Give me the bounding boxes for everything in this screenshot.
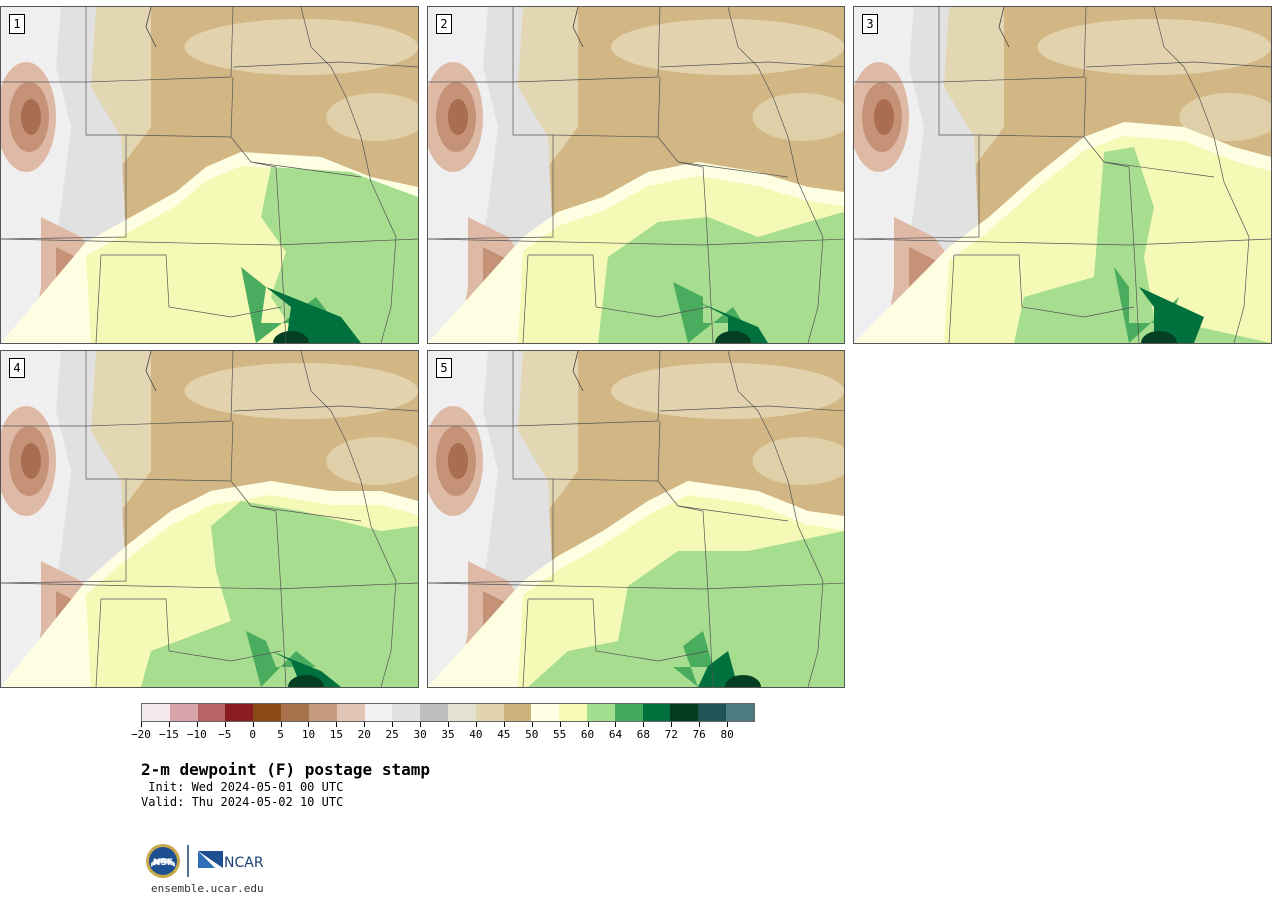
colorbar-tick-label: −10 <box>186 728 207 741</box>
colorbar-segment <box>225 704 254 721</box>
colorbar-tick-label: −15 <box>158 728 179 741</box>
colorbar-tick <box>280 722 282 727</box>
colorbar-ticks: −20 −15 −10 −5 0 5 10 15 20 25 30 35 40 45 50 55 60 64 68 7… <box>131 722 755 742</box>
colorbar-tick-label: 20 <box>357 728 371 741</box>
colorbar-tick <box>308 722 310 727</box>
colorbar-tick <box>420 722 422 727</box>
colorbar-tick-label: 80 <box>720 728 734 741</box>
colorbar-segment <box>475 704 504 721</box>
ncar-logo-icon: NCAR <box>198 851 264 871</box>
colorbar-segment <box>142 704 170 721</box>
colorbar-segment <box>308 704 337 721</box>
colorbar-segment <box>253 704 282 721</box>
panel-number-label: 3 <box>862 14 878 34</box>
colorbar-tick <box>168 722 170 727</box>
ncar-logo-text: NCAR <box>224 855 264 871</box>
colorbar-segment <box>169 704 198 721</box>
colorbar-segment <box>447 704 476 721</box>
colorbar-tick <box>699 722 701 727</box>
colorbar-tick-label: 30 <box>413 728 427 741</box>
dewpoint-map-3 <box>854 7 1271 343</box>
colorbar-tick <box>615 722 617 727</box>
colorbar-segment <box>614 704 643 721</box>
panel-number-label: 1 <box>9 14 25 34</box>
colorbar-tick <box>531 722 533 727</box>
colorbar-tick-label: 35 <box>441 728 455 741</box>
dewpoint-map-1 <box>1 7 418 343</box>
colorbar-tick-label: −20 <box>131 728 151 741</box>
nsf-logo-text: NSF <box>153 858 173 868</box>
map-panel-5: 5 <box>427 350 845 688</box>
colorbar-tick-label: 10 <box>301 728 316 741</box>
dewpoint-map-2 <box>428 7 844 343</box>
colorbar-tick-label: 76 <box>692 728 706 741</box>
colorbar-tick <box>475 722 477 727</box>
colorbar-tick-label: 15 <box>329 728 343 741</box>
panel-number-label: 4 <box>9 358 25 378</box>
colorbar-tick-label: 64 <box>608 728 623 741</box>
colorbar-tick <box>448 722 449 727</box>
panel-number-label: 5 <box>436 358 452 378</box>
dewpoint-colorbar <box>141 703 755 722</box>
colorbar-tick <box>364 722 366 727</box>
colorbar-tick <box>336 722 338 727</box>
colorbar-tick <box>643 722 645 727</box>
colorbar-segment <box>559 704 587 721</box>
colorbar-tick-label: 45 <box>497 728 511 741</box>
colorbar-tick <box>559 722 561 727</box>
colorbar-tick-label: −5 <box>218 728 232 741</box>
map-panel-4: 4 <box>0 350 419 688</box>
colorbar-segment <box>197 704 226 721</box>
colorbar-segment <box>281 704 309 721</box>
map-panel-2: 2 <box>427 6 845 344</box>
site-url: ensemble.ucar.edu <box>151 882 264 895</box>
colorbar-tick-label: 25 <box>385 728 399 741</box>
dewpoint-map-4 <box>1 351 418 687</box>
map-panel-3: 3 <box>853 6 1272 344</box>
colorbar-segment <box>503 704 532 721</box>
colorbar-segment <box>531 704 560 721</box>
colorbar-segment <box>670 704 699 721</box>
colorbar-segment <box>392 704 421 721</box>
colorbar-tick-label: 55 <box>553 728 567 741</box>
init-time: Init: Wed 2024-05-01 00 UTC <box>141 780 344 794</box>
colorbar-tick-label: 0 <box>249 728 256 741</box>
colorbar-tick <box>727 722 729 727</box>
colorbar-segment <box>698 704 727 721</box>
dewpoint-map-5 <box>428 351 844 687</box>
colorbar-tick <box>392 722 394 727</box>
colorbar-tick-label: 68 <box>636 728 650 741</box>
colorbar-tick-label: 60 <box>580 728 595 741</box>
colorbar-segment <box>336 704 365 721</box>
panel-number-label: 2 <box>436 14 452 34</box>
map-panel-1: 1 <box>0 6 419 344</box>
logos: NSF NCAR <box>145 843 275 879</box>
valid-time: Valid: Thu 2024-05-02 10 UTC <box>141 795 344 809</box>
colorbar-tick-label: 50 <box>525 728 539 741</box>
nsf-logo-icon: NSF <box>146 844 180 878</box>
colorbar-segment <box>420 704 448 721</box>
colorbar-tick <box>503 722 505 727</box>
colorbar-segment <box>642 704 671 721</box>
colorbar-tick <box>224 722 226 727</box>
chart-title: 2-m dewpoint (F) postage stamp <box>141 760 430 779</box>
colorbar-tick-label: 40 <box>469 728 483 741</box>
colorbar-tick <box>671 722 673 727</box>
colorbar-tick <box>141 722 142 727</box>
colorbar-tick-label: 5 <box>277 728 284 741</box>
colorbar-segment <box>726 704 754 721</box>
colorbar-segment <box>364 704 393 721</box>
colorbar-tick <box>196 722 198 727</box>
colorbar-segment <box>587 704 615 721</box>
colorbar-tick <box>587 722 589 727</box>
colorbar-tick <box>252 722 254 727</box>
colorbar-tick-label: 72 <box>664 728 678 741</box>
